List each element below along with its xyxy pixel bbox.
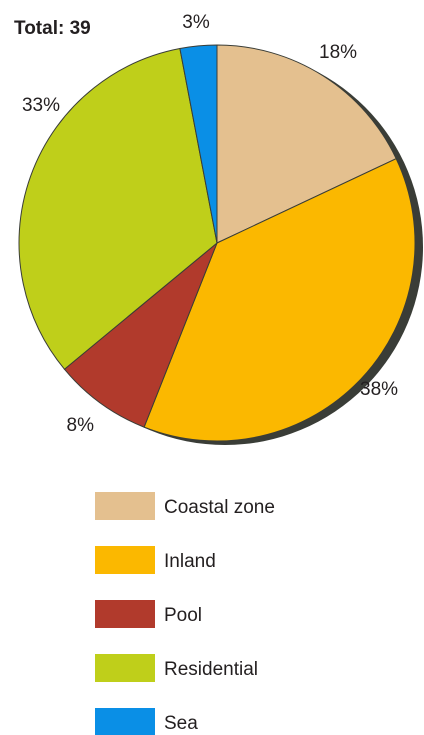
legend-swatch-coastal-zone bbox=[95, 492, 155, 520]
pct-label-residential: 33% bbox=[22, 95, 60, 116]
legend: Coastal zone Inland Pool Residential Sea bbox=[95, 492, 275, 735]
legend-label-sea: Sea bbox=[164, 713, 198, 734]
legend-label-coastal-zone: Coastal zone bbox=[164, 497, 275, 518]
pie-slices bbox=[18, 44, 416, 442]
slice-pool bbox=[63, 242, 218, 428]
slice-coastal-zone bbox=[216, 44, 397, 244]
total-label: Total: 39 bbox=[14, 18, 91, 39]
legend-label-inland: Inland bbox=[164, 551, 216, 572]
legend-label-residential: Residential bbox=[164, 659, 258, 680]
legend-swatch-inland bbox=[95, 546, 155, 574]
pct-label-inland: 38% bbox=[360, 379, 398, 400]
slice-residential bbox=[18, 47, 218, 370]
legend-label-pool: Pool bbox=[164, 605, 202, 626]
legend-swatch-residential bbox=[95, 654, 155, 682]
legend-swatch-pool bbox=[95, 600, 155, 628]
pct-label-pool: 8% bbox=[67, 415, 95, 436]
pct-label-coastal-zone: 18% bbox=[319, 42, 357, 63]
legend-swatch-sea bbox=[95, 708, 155, 735]
pct-label-sea: 3% bbox=[182, 12, 210, 33]
slice-labels: 18% 38% 8% 33% 3% bbox=[22, 12, 398, 436]
slice-inland bbox=[143, 158, 416, 442]
slice-sea bbox=[179, 44, 218, 244]
